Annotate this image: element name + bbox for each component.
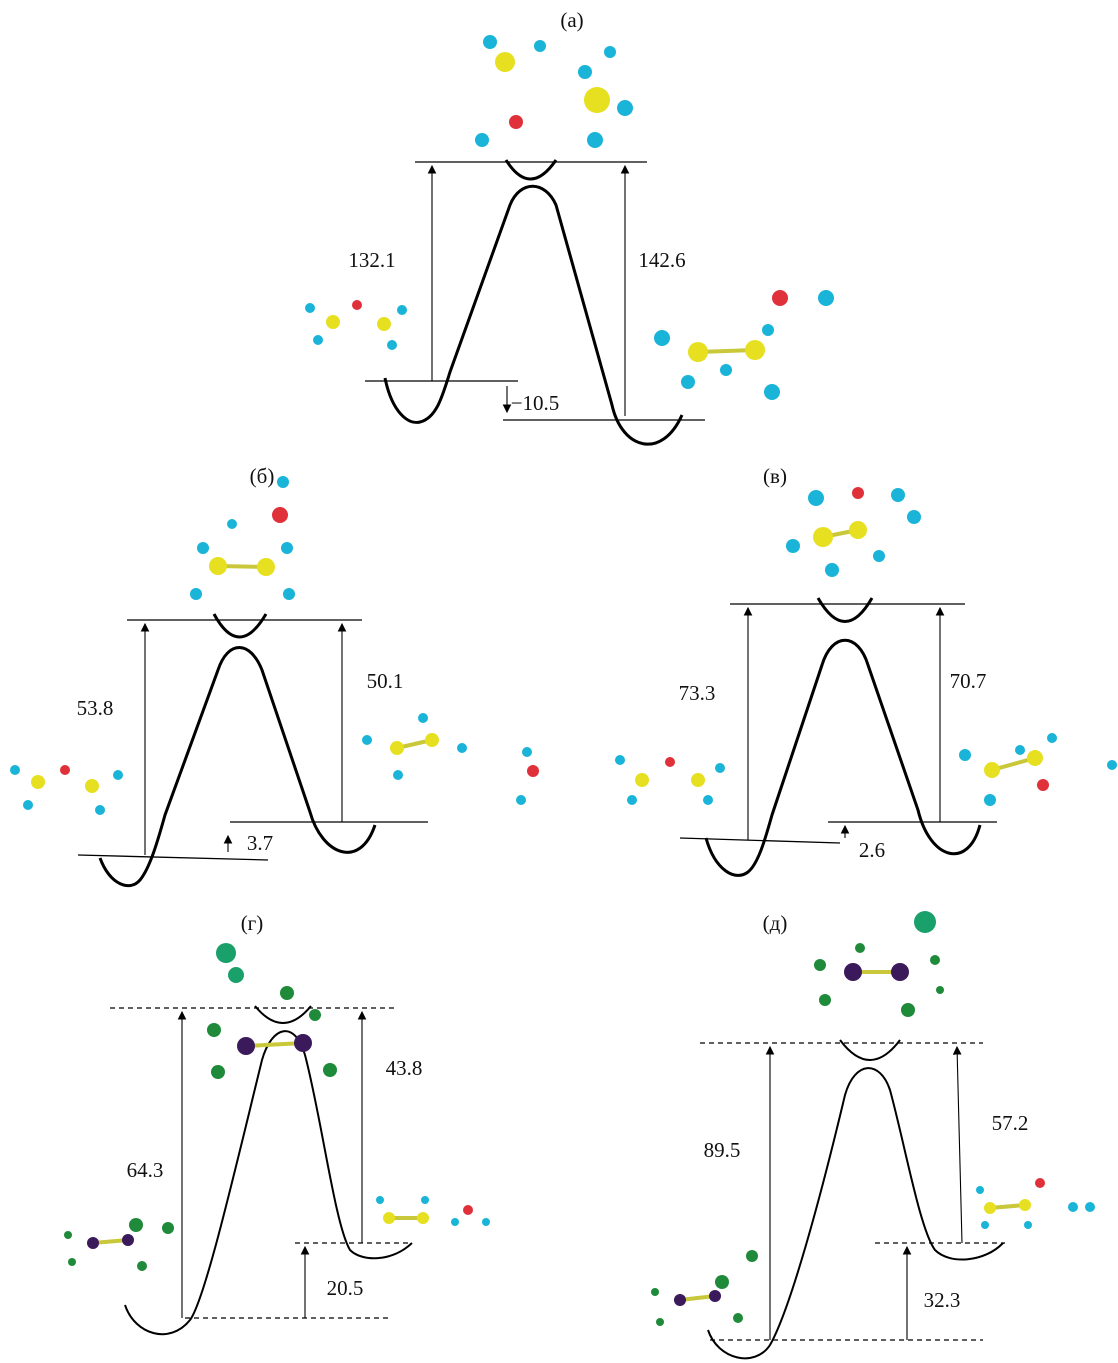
energy-label: 73.3 bbox=[679, 681, 716, 705]
panel-label: (в) bbox=[763, 464, 787, 488]
energy-curve bbox=[125, 1031, 412, 1334]
ts-arc bbox=[214, 614, 266, 637]
energy-label: 89.5 bbox=[704, 1138, 741, 1162]
molecule bbox=[10, 476, 539, 815]
energy-label: 32.3 bbox=[924, 1288, 961, 1312]
energy-label: 64.3 bbox=[127, 1158, 164, 1182]
panel-e: (д) 89.5 57.2 32.3 bbox=[651, 911, 1095, 1358]
panel-label: (б) bbox=[250, 464, 275, 488]
panel-label: (г) bbox=[241, 911, 264, 935]
energy-curve bbox=[100, 648, 375, 886]
arrow bbox=[957, 1047, 962, 1243]
panel-b: (б) 53.8 50.1 3.7 bbox=[10, 464, 539, 886]
reactant-level bbox=[78, 855, 268, 860]
molecule bbox=[651, 911, 1095, 1326]
energy-label: 20.5 bbox=[327, 1276, 364, 1300]
energy-label: 43.8 bbox=[386, 1056, 423, 1080]
molecule bbox=[615, 487, 1117, 806]
panel-a: (а) 132.1 142.6 −10.5 bbox=[305, 8, 834, 444]
energy-label: 132.1 bbox=[348, 248, 395, 272]
energy-label: 50.1 bbox=[367, 669, 404, 693]
panel-label: (д) bbox=[763, 911, 788, 935]
ts-arc bbox=[818, 598, 872, 622]
energy-label: −10.5 bbox=[511, 391, 560, 415]
energy-label: 3.7 bbox=[247, 831, 273, 855]
energy-label: 70.7 bbox=[950, 669, 987, 693]
energy-diagrams: (а) 132.1 142.6 −10.5 (б) 53.8 50.1 3.7 … bbox=[0, 0, 1118, 1363]
energy-label: 57.2 bbox=[992, 1111, 1029, 1135]
panel-label: (а) bbox=[560, 8, 583, 32]
energy-label: 142.6 bbox=[638, 248, 685, 272]
molecule bbox=[64, 943, 490, 1271]
energy-label: 53.8 bbox=[77, 696, 114, 720]
energy-label: 2.6 bbox=[859, 838, 885, 862]
reactant-level bbox=[680, 838, 840, 843]
molecule bbox=[305, 35, 834, 400]
panel-d: (г) 64.3 43.8 20.5 bbox=[64, 911, 490, 1334]
panel-c: (в) 73.3 70.7 2.6 bbox=[615, 464, 1117, 876]
ts-arc bbox=[506, 160, 556, 179]
